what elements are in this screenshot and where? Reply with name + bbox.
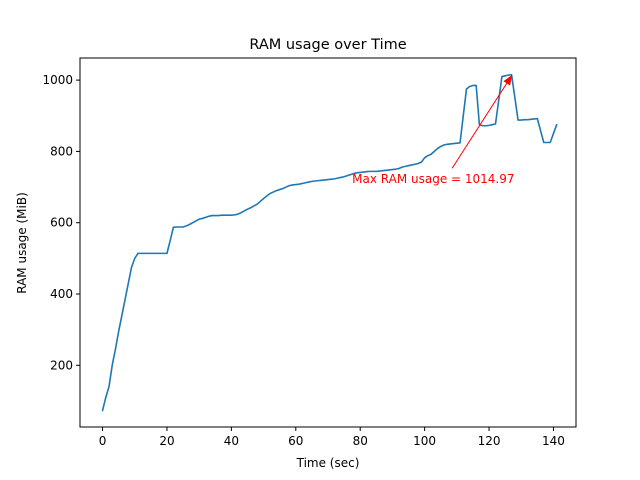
plot-area <box>101 73 558 412</box>
max-annotation-arrow <box>451 74 513 169</box>
x-axis: 0 20 40 60 80 100 120 140 <box>99 427 565 448</box>
x-tick-label: 60 <box>288 434 303 448</box>
x-tick-label: 120 <box>478 434 501 448</box>
axes-frame <box>79 57 577 428</box>
ram-usage-line <box>101 73 558 412</box>
x-tick-label: 100 <box>413 434 436 448</box>
x-axis-title: Time (sec) <box>296 456 360 470</box>
x-tick-label: 20 <box>159 434 174 448</box>
y-tick-label: 400 <box>50 287 73 301</box>
y-axis-title: RAM usage (MiB) <box>15 192 29 294</box>
y-tick-label: 1000 <box>42 73 73 87</box>
y-tick-label: 600 <box>50 216 73 230</box>
x-tick-label: 40 <box>224 434 239 448</box>
annotation: Max RAM usage = 1014.97 <box>352 74 515 186</box>
x-tick-label: 0 <box>99 434 107 448</box>
y-tick-label: 200 <box>50 358 73 372</box>
x-tick-label: 140 <box>542 434 565 448</box>
x-tick-label: 80 <box>353 434 368 448</box>
y-tick-label: 800 <box>50 144 73 158</box>
max-annotation-label: Max RAM usage = 1014.97 <box>352 172 514 186</box>
chart-title: RAM usage over Time <box>249 37 406 53</box>
y-axis: 200 400 600 800 1000 <box>42 73 80 372</box>
